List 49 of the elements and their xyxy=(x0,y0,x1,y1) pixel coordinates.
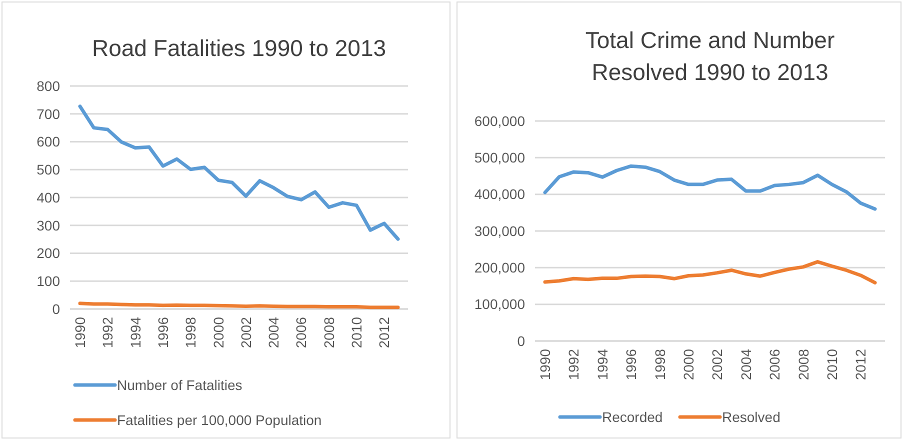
y-tick-label: 0 xyxy=(517,332,526,349)
y-tick-label: 500,000 xyxy=(474,150,526,166)
x-tick-label: 2010 xyxy=(348,316,365,348)
x-tick-label: 1998 xyxy=(182,316,199,348)
x-tick-label: 2012 xyxy=(852,348,869,380)
x-tick-label: 2004 xyxy=(266,316,282,348)
x-tick-label: 2008 xyxy=(795,348,812,380)
y-tick-label: 200 xyxy=(36,245,60,262)
x-tick-label: 1990 xyxy=(72,316,88,348)
x-tick-label: 2000 xyxy=(680,348,696,380)
x-tick-label: 1992 xyxy=(100,316,116,348)
y-tick-label: 600 xyxy=(36,134,60,150)
y-tick-label: 300,000 xyxy=(474,222,526,239)
y-tick-label: 400 xyxy=(36,189,60,206)
x-tick-label: 2008 xyxy=(320,316,337,348)
y-tick-label: 500 xyxy=(36,162,60,178)
x-tick-label: 1992 xyxy=(566,348,582,380)
x-tick-label: 2002 xyxy=(238,316,254,348)
y-tick-label: 700 xyxy=(36,106,60,122)
x-tick-label: 2012 xyxy=(376,316,392,348)
y-tick-label: 800 xyxy=(36,78,60,94)
x-tick-label: 2000 xyxy=(210,316,226,348)
x-tick-label: 1994 xyxy=(594,348,610,380)
y-tick-label: 600,000 xyxy=(474,112,526,129)
x-tick-label: 1998 xyxy=(652,348,668,380)
x-tick-label: 2006 xyxy=(766,348,783,380)
line-series xyxy=(543,260,877,284)
legend-label: Number of Fatalities xyxy=(117,376,242,393)
x-tick-label: 2010 xyxy=(824,348,840,380)
line-series xyxy=(78,104,400,241)
x-tick-label: 1996 xyxy=(623,348,640,380)
x-tick-label: 2002 xyxy=(709,348,726,380)
y-tick-label: 100 xyxy=(36,273,60,290)
chart-title: Total Crime and Number Resolved 1990 to 2013 xyxy=(585,27,835,85)
chart-title: Road Fatalities 1990 to 2013 xyxy=(92,35,386,61)
line-series xyxy=(543,164,877,211)
legend-label: Recorded xyxy=(602,408,663,425)
y-tick-label: 400,000 xyxy=(474,186,526,202)
x-tick-label: 1994 xyxy=(127,316,144,348)
legend-label: Resolved xyxy=(722,408,780,425)
x-tick-label: 1996 xyxy=(154,316,171,348)
x-tick-label: 2006 xyxy=(293,316,310,348)
x-tick-label: 1990 xyxy=(537,348,553,380)
y-tick-label: 100,000 xyxy=(474,296,526,312)
legend-label: Fatalities per 100,000 Population xyxy=(117,412,322,428)
y-tick-label: 200,000 xyxy=(474,260,526,276)
y-tick-label: 300 xyxy=(36,217,60,234)
x-tick-label: 2004 xyxy=(738,348,754,380)
y-tick-label: 0 xyxy=(52,300,60,317)
